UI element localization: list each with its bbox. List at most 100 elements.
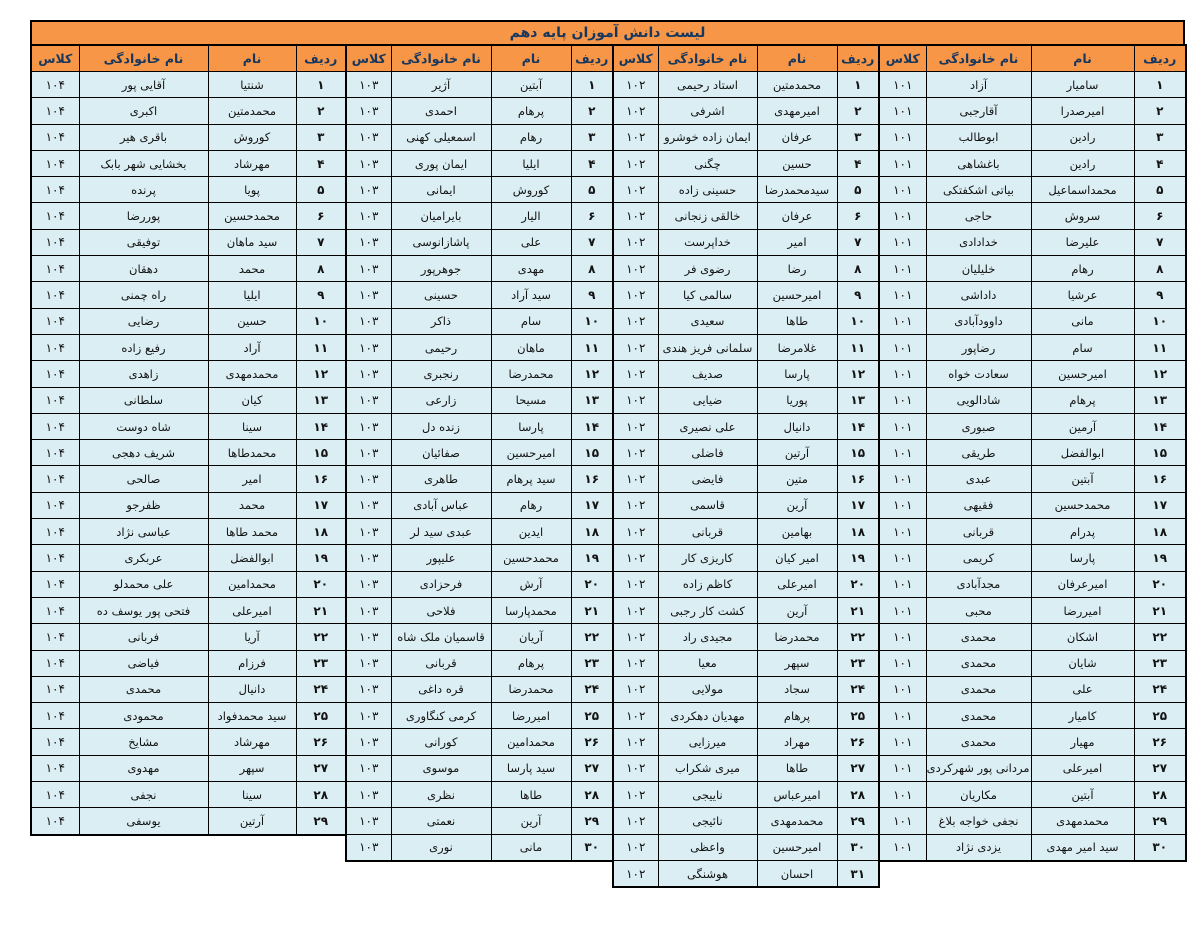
- cell-class: ۱۰۱: [878, 307, 927, 335]
- student-row: ۹ ایلیا راه چمنی ۱۰۴: [30, 281, 347, 309]
- column-header-first-name: نام: [490, 44, 572, 72]
- student-table: لیست دانش آموزان پایه دهم ردیف نام نام خان…: [30, 20, 1187, 900]
- column-header-first-name: نام: [1030, 44, 1135, 72]
- cell-first-name: آبتین: [1030, 465, 1135, 493]
- cell-class: ۱۰۴: [30, 596, 80, 625]
- cell-last-name: قاسمی: [657, 491, 758, 520]
- header-row: ردیف نام نام خانوادگی کلاس: [30, 44, 347, 72]
- class-group-1: ردیف نام نام خانوادگی کلاس ۱ محمدمتین استاد رح…: [612, 44, 880, 889]
- cell-first-name: پارسا: [490, 412, 572, 441]
- class-group-0: ردیف نام نام خانوادگی کلاس ۱ سامیار آزاد ۱۰۱ ۲ ام…: [878, 44, 1187, 862]
- cell-class: ۱۰۲: [612, 281, 659, 309]
- student-row: ۶ سروش حاجی ۱۰۱: [878, 202, 1187, 230]
- cell-first-name: آرین: [756, 491, 838, 520]
- cell-class: ۱۰۴: [30, 570, 80, 598]
- cell-class: ۱۰۱: [878, 728, 927, 756]
- cell-last-name: زاهدی: [78, 360, 209, 388]
- cell-last-name: ابوطالب: [925, 123, 1032, 151]
- cell-last-name: آزاد: [925, 70, 1032, 99]
- cell-last-name: عبدی: [925, 465, 1032, 493]
- cell-last-name: نجفی خواجه بلاغ: [925, 807, 1032, 835]
- cell-last-name: ایمانی: [390, 176, 492, 204]
- cell-last-name: بخشایی شهر بابک: [78, 149, 209, 178]
- cell-rank: ۲۲: [1133, 623, 1187, 651]
- cell-last-name: باغشاهی: [925, 149, 1032, 178]
- cell-first-name: امیرعلی: [207, 596, 297, 625]
- cell-first-name: محمدمتین: [207, 97, 297, 125]
- cell-class: ۱۰۱: [878, 649, 927, 677]
- cell-class: ۱۰۲: [612, 386, 659, 414]
- cell-last-name: توفیقی: [78, 228, 209, 257]
- cell-last-name: خداپرست: [657, 228, 758, 257]
- cell-rank: ۲۶: [836, 728, 880, 756]
- student-row: ۲۶ مهرشاد مشایخ ۱۰۴: [30, 728, 347, 756]
- cell-first-name: محمدرضا: [490, 675, 572, 704]
- cell-first-name: سینا: [207, 412, 297, 441]
- student-row: ۲۴ سجاد مولایی ۱۰۲: [612, 675, 880, 704]
- cell-class: ۱۰۴: [30, 176, 80, 204]
- cell-first-name: سید امیر مهدی: [1030, 833, 1135, 862]
- cell-rank: ۵: [1133, 176, 1187, 204]
- student-row: ۱ سامیار آزاد ۱۰۱: [878, 70, 1187, 99]
- cell-class: ۱۰۳: [345, 255, 392, 283]
- cell-first-name: آریا: [207, 623, 297, 651]
- cell-class: ۱۰۱: [878, 255, 927, 283]
- cell-class: ۱۰۱: [878, 623, 927, 651]
- cell-rank: ۲۴: [295, 675, 347, 704]
- cell-class: ۱۰۱: [878, 386, 927, 414]
- student-row: ۷ سید ماهان توفیقی ۱۰۴: [30, 228, 347, 257]
- cell-last-name: کرمی کنگاوری: [390, 702, 492, 730]
- cell-rank: ۵: [295, 176, 347, 204]
- cell-rank: ۱۳: [295, 386, 347, 414]
- cell-last-name: حسینی: [390, 281, 492, 309]
- header-row: ردیف نام نام خانوادگی کلاس: [612, 44, 880, 72]
- student-row: ۲۸ سینا نجفی ۱۰۴: [30, 781, 347, 809]
- cell-first-name: کیان: [207, 386, 297, 414]
- student-row: ۱۳ پوریا ضیایی ۱۰۲: [612, 386, 880, 414]
- cell-rank: ۲۹: [836, 807, 880, 835]
- cell-last-name: آقارجبی: [925, 97, 1032, 125]
- cell-first-name: طاها: [490, 781, 572, 809]
- class-group-2: ردیف نام نام خانوادگی کلاس ۱ آبتین آژیر ۱۰۳ ۲ پره…: [345, 44, 614, 862]
- table-title: لیست دانش آموزان پایه دهم: [30, 20, 1185, 46]
- cell-class: ۱۰۳: [345, 781, 392, 809]
- cell-last-name: محمدی: [925, 649, 1032, 677]
- student-row: ۲۷ امیرعلی مردانی پور شهرکردی ۱۰۱: [878, 754, 1187, 783]
- cell-class: ۱۰۲: [612, 149, 659, 178]
- student-row: ۱۶ آبتین عبدی ۱۰۱: [878, 465, 1187, 493]
- cell-class: ۱۰۴: [30, 255, 80, 283]
- cell-rank: ۱۷: [1133, 491, 1187, 520]
- cell-class: ۱۰۲: [612, 859, 659, 888]
- cell-class: ۱۰۲: [612, 439, 659, 467]
- cell-last-name: ناییجی: [657, 781, 758, 809]
- cell-first-name: آرمین: [1030, 412, 1135, 441]
- cell-rank: ۸: [295, 255, 347, 283]
- cell-last-name: محمدی: [925, 728, 1032, 756]
- student-row: ۱۵ آرتین فاضلی ۱۰۲: [612, 439, 880, 467]
- cell-class: ۱۰۳: [345, 465, 392, 493]
- cell-rank: ۴: [295, 149, 347, 178]
- cell-first-name: دانیال: [207, 675, 297, 704]
- cell-first-name: اشکان: [1030, 623, 1135, 651]
- cell-first-name: ایدین: [490, 518, 572, 546]
- cell-rank: ۲۱: [295, 596, 347, 625]
- student-row: ۲۰ امیرعرفان مجدآبادی ۱۰۱: [878, 570, 1187, 598]
- cell-last-name: اسمعیلی کهنی: [390, 123, 492, 151]
- cell-last-name: نعمتی: [390, 807, 492, 835]
- cell-last-name: نظری: [390, 781, 492, 809]
- cell-rank: ۸: [570, 255, 614, 283]
- cell-rank: ۱۳: [570, 386, 614, 414]
- cell-rank: ۲۰: [836, 570, 880, 598]
- cell-first-name: امیرحسین: [756, 833, 838, 861]
- cell-rank: ۲۳: [836, 649, 880, 677]
- cell-last-name: کاظم زاده: [657, 570, 758, 598]
- cell-class: ۱۰۱: [878, 97, 927, 125]
- cell-class: ۱۰۴: [30, 728, 80, 756]
- cell-first-name: امیر کیان: [756, 544, 838, 572]
- cell-class: ۱۰۲: [612, 675, 659, 704]
- cell-first-name: سام: [1030, 333, 1135, 362]
- student-row: ۲۳ فرزام فیاضی ۱۰۴: [30, 649, 347, 677]
- cell-class: ۱۰۱: [878, 176, 927, 204]
- cell-last-name: محمودی: [78, 702, 209, 730]
- cell-class: ۱۰۴: [30, 544, 80, 572]
